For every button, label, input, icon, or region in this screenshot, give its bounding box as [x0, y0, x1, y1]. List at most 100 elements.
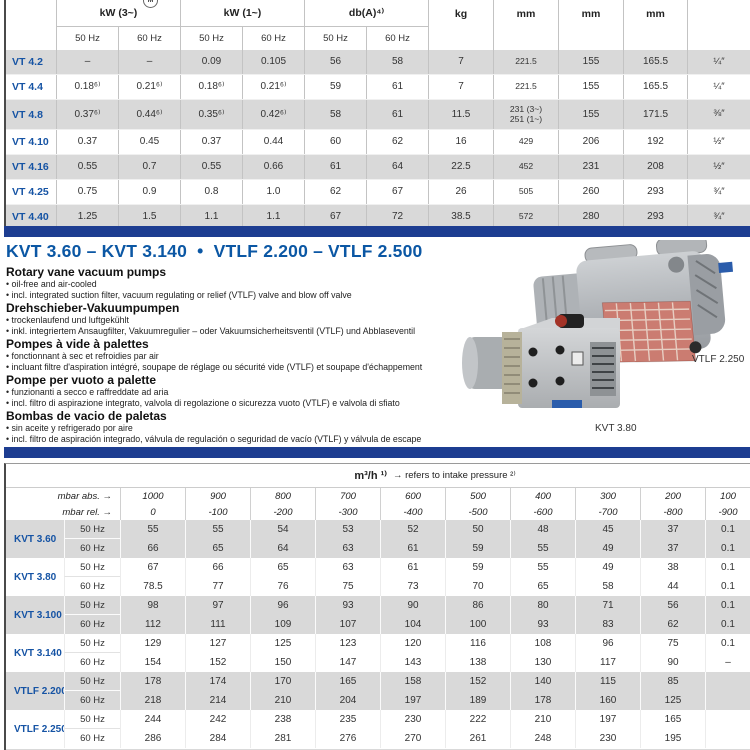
mbar-abs-value: 100: [705, 488, 750, 504]
flow-value-60hz: 138: [445, 653, 510, 672]
table-cell: 58: [366, 50, 428, 74]
table-cell: 192: [623, 130, 687, 154]
table-cell: 171.5: [623, 100, 687, 129]
flow-value-60hz: 218: [120, 691, 185, 710]
flow-value-50hz: 55: [185, 520, 250, 539]
description-block: Pompe per vuoto a palette funzionanti a …: [6, 374, 466, 408]
flow-value-50hz: 0.1: [705, 596, 750, 615]
flow-value-60hz: 230: [575, 729, 640, 748]
hz60-label: 60 Hz: [64, 729, 120, 748]
pump-flow-rows: KVT 3.100 50 Hz 98 97 96 93 90 86 80 71: [6, 596, 750, 634]
table-cell: 0.37: [56, 130, 118, 154]
description-title: Bombas de vacio de paletas: [6, 409, 167, 423]
hz50-label: 50 Hz: [64, 596, 120, 615]
flow-value-60hz: 189: [445, 691, 510, 710]
description-bullet: incl. filtro di aspirazione integrato, v…: [6, 398, 466, 409]
description-title: Rotary vane vacuum pumps: [6, 265, 167, 279]
flow-value-60hz: 59: [445, 539, 510, 558]
table-cell: 59: [304, 75, 366, 99]
flow-value-50hz: 165: [640, 710, 705, 729]
table-row: VT 4.10 0.37 0.45 0.37 0.44 60 62 16 429: [6, 130, 750, 155]
flow-value-60hz: 77: [185, 577, 250, 596]
col-header-hz: 60 Hz: [242, 27, 304, 50]
flow-value-60hz: 64: [250, 539, 315, 558]
table-cell: 0.66: [242, 155, 304, 179]
flow-value-60hz: 104: [380, 615, 445, 634]
description-bullet: incluant filtre d'aspiration intégré, so…: [6, 362, 466, 373]
table-cell: 572: [493, 205, 558, 229]
flow-value-60hz: 197: [380, 691, 445, 710]
mbar-abs-value: 200: [640, 488, 705, 504]
vt-spec-table: M kW (3~) kW (1~) db(A)⁴⁾ kg mm mm mm 50…: [4, 0, 750, 230]
pump-model-label: KVT 3.140: [14, 647, 62, 659]
mbar-abs-label: mbar abs. →: [57, 490, 112, 502]
flow-value-50hz: 120: [380, 634, 445, 653]
table-cell: 7: [428, 50, 493, 74]
table-cell: 221.5: [493, 75, 558, 99]
table-cell: ¼″: [687, 75, 750, 99]
description-bullet: oil-free and air-cooled: [6, 279, 466, 290]
product-photos: VTLF 2.250: [440, 235, 750, 445]
mbar-abs-value: 700: [315, 488, 380, 504]
table-cell: ¼″: [687, 50, 750, 74]
flow-value-50hz: 170: [250, 672, 315, 691]
flow-value-50hz: 129: [120, 634, 185, 653]
flow-value-50hz: 45: [575, 520, 640, 539]
mbar-abs-value: 1000: [120, 488, 185, 504]
pump-model-label: VT 4.10: [12, 136, 49, 148]
flow-value-50hz: 96: [250, 596, 315, 615]
table-cell: 0.18⁶⁾: [180, 75, 242, 99]
flow-value-50hz: 38: [640, 558, 705, 577]
flow-value-60hz: 147: [315, 653, 380, 672]
pump-model-label: VT 4.4: [12, 81, 43, 93]
mbar-rel-value: -800: [640, 504, 705, 520]
flow-value-60hz: 93: [510, 615, 575, 634]
pump-model-label: VT 4.25: [12, 186, 49, 198]
table-cell: 0.7: [118, 155, 180, 179]
mbar-rel-value: -100: [185, 504, 250, 520]
flow-value-50hz: 54: [250, 520, 315, 539]
description-bullet: trockenlaufend und luftgekühlt: [6, 315, 466, 326]
table-cell: 293: [623, 205, 687, 229]
hz50-label: 50 Hz: [64, 558, 120, 577]
table-cell: ⅜″: [687, 100, 750, 129]
flow-value-50hz: 152: [445, 672, 510, 691]
mbar-rel-value: -700: [575, 504, 640, 520]
hz60-label: 60 Hz: [64, 615, 120, 634]
flow-value-60hz: 204: [315, 691, 380, 710]
mbar-rel-value: -600: [510, 504, 575, 520]
flow-value-50hz: 67: [120, 558, 185, 577]
flow-value-60hz: 112: [120, 615, 185, 634]
table-cell: 0.44: [242, 130, 304, 154]
flow-value-60hz: 125: [640, 691, 705, 710]
flow-value-50hz: 115: [575, 672, 640, 691]
description-bullet-list: funzionanti a secco e raffreddate ad ari…: [6, 387, 466, 408]
table-cell: 0.75: [56, 180, 118, 204]
hz50-label: 50 Hz: [64, 520, 120, 539]
mbar-rel-value: -200: [250, 504, 315, 520]
flow-value-60hz: 62: [640, 615, 705, 634]
flow-value-50hz: 123: [315, 634, 380, 653]
pump-model-label: KVT 3.80: [14, 571, 57, 583]
table-row: VT 4.25 0.75 0.9 0.8 1.0 62 67 26 505: [6, 180, 750, 205]
mbar-rel-value: -500: [445, 504, 510, 520]
description-bullet: sin aceite y refrigerado por aire: [6, 423, 466, 434]
table-cell: 280: [558, 205, 623, 229]
flow-value-60hz: 70: [445, 577, 510, 596]
table-cell: 293: [623, 180, 687, 204]
flow-value-60hz: –: [705, 653, 750, 672]
pump-flow-rows: KVT 3.140 50 Hz 129 127 125 123 120 116 …: [6, 634, 750, 672]
flow-value-50hz: 235: [315, 710, 380, 729]
description-bullet: incl. filtro de aspiración integrado, vá…: [6, 434, 466, 445]
flow-value-50hz: 80: [510, 596, 575, 615]
flow-value-50hz: 56: [640, 596, 705, 615]
pump-model-label: VTLF 2.200: [14, 685, 64, 697]
col-group-kw1: kW (1~): [180, 0, 304, 27]
flow-value-50hz: 63: [315, 558, 380, 577]
description-bullet-list: oil-free and air-cooled incl. integrated…: [6, 279, 466, 300]
flow-value-50hz: 90: [380, 596, 445, 615]
table-cell: 62: [304, 180, 366, 204]
product-label: KVT 3.80: [595, 423, 637, 434]
description-block: Pompes à vide à palettes fonctionnant à …: [6, 338, 466, 372]
